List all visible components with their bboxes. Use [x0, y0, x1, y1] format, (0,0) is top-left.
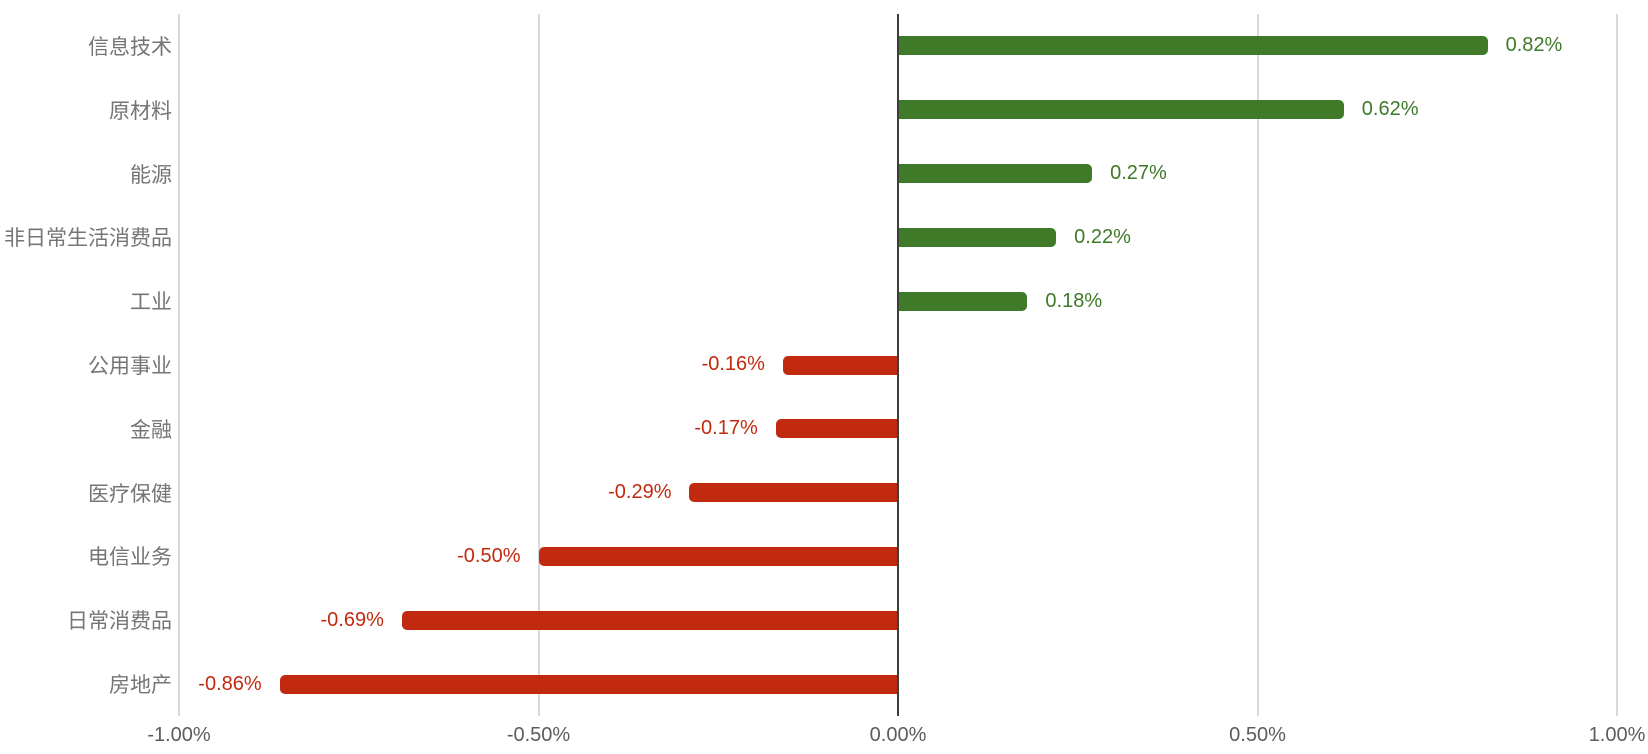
x-axis-tick-label: 0.00%: [869, 724, 927, 746]
category-label: 房地产: [109, 674, 172, 698]
value-label: 0.18%: [1045, 289, 1103, 312]
value-label: 0.62%: [1361, 98, 1419, 121]
bar-positive: [898, 227, 1057, 247]
gridline: [537, 14, 540, 716]
value-label: 0.82%: [1505, 34, 1563, 57]
gridline: [178, 14, 180, 716]
value-label: -0.50%: [457, 544, 521, 567]
x-axis-tick-label: 0.50%: [1229, 724, 1286, 746]
category-label: 医疗保健: [88, 482, 172, 506]
category-label: 非日常生活消费品: [4, 227, 172, 251]
zero-axis-line: [897, 14, 899, 716]
value-label: -0.69%: [320, 608, 384, 631]
bar-negative: [401, 610, 898, 630]
category-label: 电信业务: [88, 546, 172, 570]
bar-negative: [689, 483, 898, 503]
category-label: 信息技术: [88, 35, 172, 59]
gridline: [1256, 14, 1259, 716]
bar-negative: [775, 419, 898, 439]
bar-negative: [538, 546, 898, 566]
bar-positive: [898, 164, 1093, 184]
value-label: -0.86%: [198, 672, 262, 695]
category-label: 工业: [130, 291, 172, 315]
gridline: [1616, 14, 1618, 716]
category-label: 日常消费品: [67, 610, 172, 634]
category-label: 金融: [130, 418, 172, 442]
category-label: 公用事业: [88, 354, 172, 378]
bar-negative: [782, 355, 898, 375]
x-axis-tick-label: -0.50%: [506, 724, 571, 746]
category-label: 能源: [130, 163, 172, 187]
bar-positive: [898, 100, 1344, 120]
bar-positive: [898, 291, 1028, 311]
value-label: 0.22%: [1074, 225, 1131, 248]
x-axis-tick-label: 1.00%: [1588, 724, 1646, 746]
category-label: 原材料: [109, 99, 172, 123]
value-label: -0.29%: [608, 481, 672, 504]
value-label: -0.17%: [694, 417, 758, 440]
bar-negative: [279, 674, 898, 694]
x-axis-tick-label: -1.00%: [147, 724, 211, 746]
value-label: 0.27%: [1110, 162, 1167, 185]
bar-positive: [898, 36, 1488, 56]
value-label: -0.16%: [701, 353, 765, 376]
